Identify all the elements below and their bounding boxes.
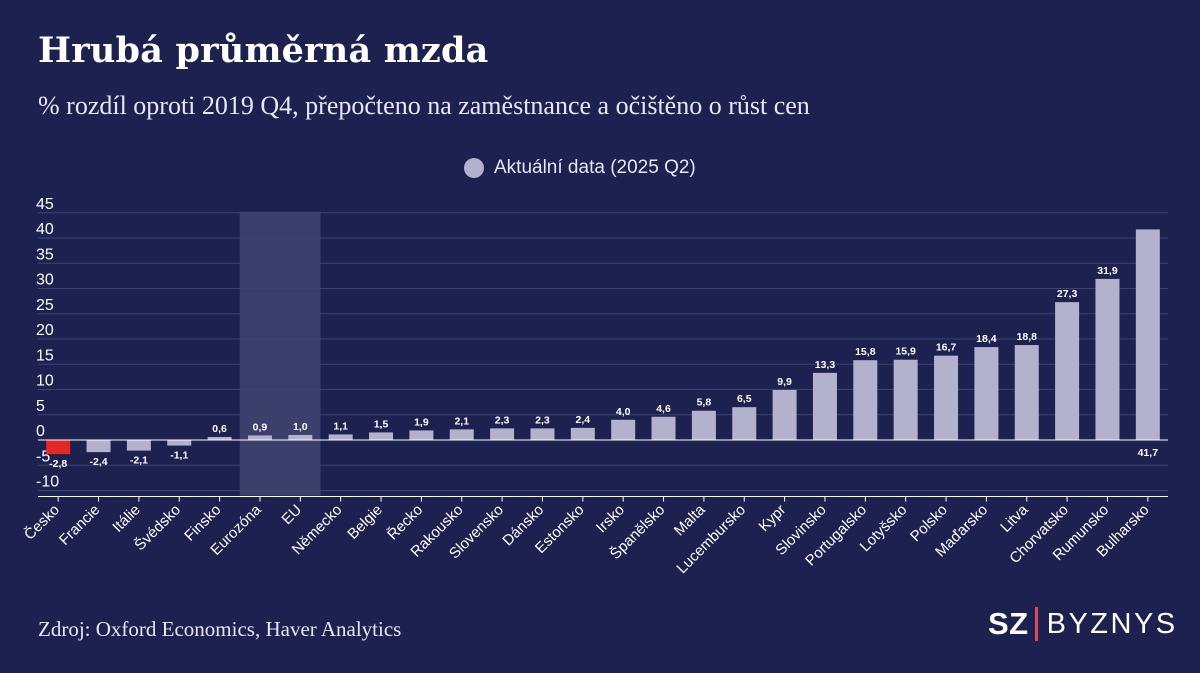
data-label: 18,4 <box>976 333 997 345</box>
bar <box>1135 229 1160 440</box>
data-label: 15,8 <box>855 346 876 358</box>
category-label: Itálie <box>109 501 143 535</box>
y-tick-label: 15 <box>36 347 54 364</box>
data-label: 1,9 <box>414 416 429 428</box>
data-label: 1,0 <box>293 421 308 433</box>
y-tick-label: 0 <box>36 423 45 440</box>
data-label: 27,3 <box>1057 288 1078 300</box>
data-label: -2,8 <box>49 458 67 470</box>
data-label: 2,1 <box>454 415 469 427</box>
data-label: -1,1 <box>170 450 188 462</box>
bar <box>207 436 232 440</box>
data-label: 15,9 <box>895 346 916 358</box>
data-label: 13,3 <box>815 359 836 371</box>
data-label: 41,7 <box>1138 447 1159 459</box>
bar <box>247 435 272 440</box>
data-label: 18,8 <box>1017 331 1038 343</box>
data-label: 9,9 <box>777 376 792 388</box>
bar <box>893 359 918 440</box>
bar <box>853 360 878 440</box>
data-label: 1,5 <box>374 418 389 430</box>
bar <box>1095 278 1120 440</box>
bar <box>288 434 313 440</box>
bar <box>570 427 595 440</box>
y-tick-label: 35 <box>36 246 54 263</box>
brand-logo: SZ BYZNYS <box>988 606 1178 642</box>
bar <box>691 410 716 440</box>
category-label: Francie <box>56 501 103 548</box>
brand-prefix: SZ <box>988 606 1029 641</box>
bar <box>369 432 394 440</box>
category-label: Litva <box>997 501 1032 536</box>
y-tick-label: 10 <box>36 373 54 390</box>
bar <box>974 347 999 440</box>
y-tick-label: 5 <box>36 398 45 415</box>
category-label: Belgie <box>344 501 386 543</box>
category-label: Malta <box>671 501 709 539</box>
bar <box>732 407 757 440</box>
bar <box>812 372 837 440</box>
category-label: Irsko <box>593 501 628 536</box>
category-label: Kypr <box>756 501 790 535</box>
y-tick-label: 40 <box>36 221 54 238</box>
data-label: -2,4 <box>89 456 107 468</box>
data-label: -2,1 <box>130 455 148 467</box>
y-tick-label: 25 <box>36 297 54 314</box>
data-label: 31,9 <box>1097 265 1118 277</box>
bar <box>409 430 434 440</box>
legend-label: Aktuální data (2025 Q2) <box>494 157 696 178</box>
bar <box>611 419 636 440</box>
brand-name: BYZNYS <box>1046 607 1178 640</box>
data-label: 16,7 <box>936 342 957 354</box>
bar <box>934 355 959 440</box>
chart-title: Hrubá průměrná mzda <box>38 30 489 71</box>
data-label: 1,1 <box>333 420 348 432</box>
category-label: EU <box>278 501 305 528</box>
y-tick-label: 20 <box>36 322 54 339</box>
data-label: 4,0 <box>616 406 631 418</box>
bar <box>530 428 555 440</box>
data-label: 2,3 <box>495 414 510 426</box>
bar <box>651 416 676 440</box>
bar <box>449 429 474 440</box>
data-label: 0,9 <box>253 421 268 433</box>
data-label: 2,4 <box>576 414 591 426</box>
data-label: 2,3 <box>535 414 550 426</box>
bar <box>126 440 151 451</box>
brand-separator <box>1034 607 1038 641</box>
y-tick-label: 45 <box>36 196 54 213</box>
bar <box>167 440 192 446</box>
legend: Aktuální data (2025 Q2) <box>464 157 696 179</box>
bar <box>772 390 797 440</box>
bar <box>86 440 111 453</box>
chart-subtitle: % rozdíl oproti 2019 Q4, přepočteno na z… <box>38 91 810 120</box>
data-label: 5,8 <box>697 397 712 409</box>
eu-highlight-band <box>239 211 321 496</box>
y-tick-label: -10 <box>36 474 59 491</box>
bar <box>328 434 353 440</box>
legend-swatch-icon <box>464 158 484 178</box>
data-label: 6,5 <box>737 393 752 405</box>
bar <box>1014 345 1039 440</box>
source-note: Zdroj: Oxford Economics, Haver Analytics <box>38 617 402 641</box>
bar <box>1055 302 1080 440</box>
bar <box>490 428 515 440</box>
data-label: 0,6 <box>212 423 227 435</box>
data-label: 4,6 <box>656 403 671 415</box>
bar <box>46 440 71 455</box>
y-tick-label: 30 <box>36 272 54 289</box>
